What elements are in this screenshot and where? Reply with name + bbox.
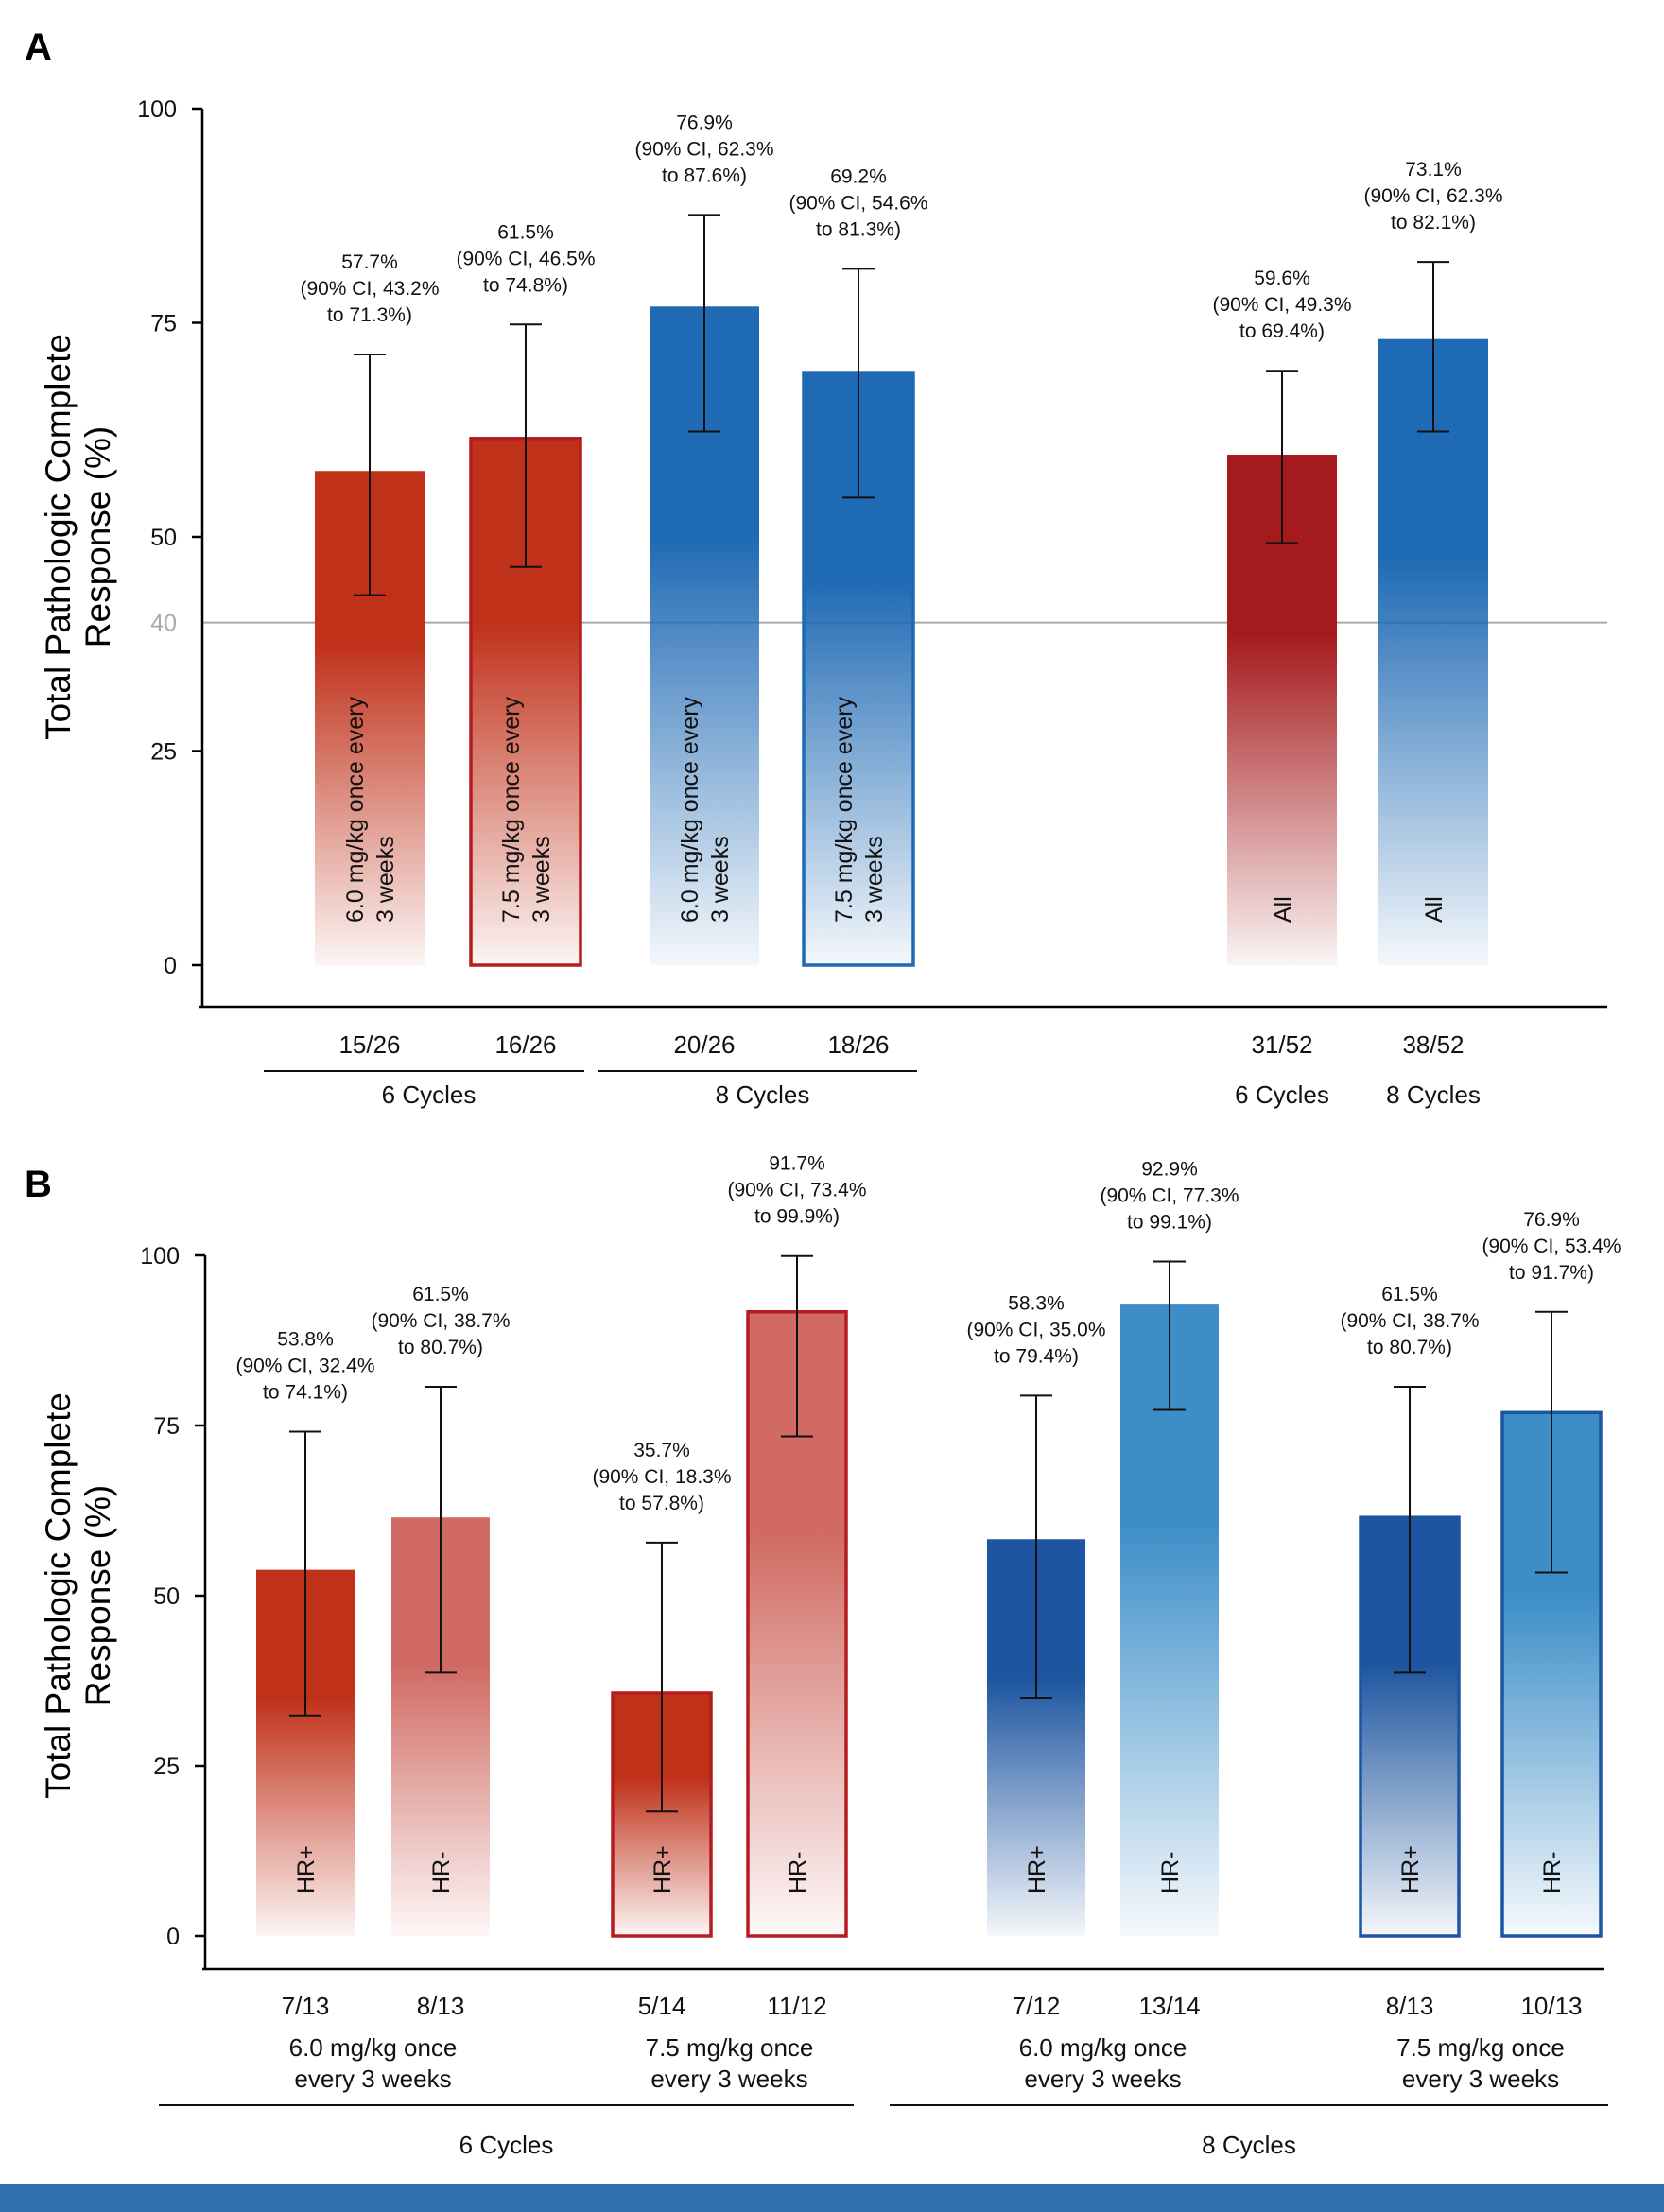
panel-b-y-tick-label: 50 xyxy=(153,1583,180,1610)
panel-a-count-label: 38/52 xyxy=(1402,1030,1464,1059)
panel-a-bar-inner-label: 6.0 mg/kg once every 3 weeks xyxy=(677,696,734,923)
panel-b-label: B xyxy=(25,1164,52,1205)
panel-a-y-tick-label: 50 xyxy=(150,525,177,551)
panel-a-count-label: 31/52 xyxy=(1251,1030,1312,1059)
panel-a-data-label: 73.1% (90% CI, 62.3% to 82.1%) xyxy=(1363,159,1502,233)
panel-a-data-label: 57.7% (90% CI, 43.2% to 71.3%) xyxy=(300,251,439,326)
panel-a-y-tick-label: 75 xyxy=(150,311,177,337)
panel-b-data-label: 58.3% (90% CI, 35.0% to 79.4%) xyxy=(966,1292,1105,1367)
panel-b-data-label: 61.5% (90% CI, 38.7% to 80.7%) xyxy=(371,1284,510,1358)
panel-b-data-label: 76.9% (90% CI, 53.4% to 91.7%) xyxy=(1482,1209,1621,1284)
panel-b-cycle-group-label: 8 Cycles xyxy=(1202,2131,1296,2159)
panel-b-dose-group-label: 7.5 mg/kg once every 3 weeks xyxy=(646,2033,814,2093)
panel-a-group-label: 8 Cycles xyxy=(1386,1080,1481,1109)
panel-a-bar-inner-label: All xyxy=(1421,896,1447,923)
panel-a-count-label: 16/26 xyxy=(494,1030,556,1059)
panel-a-data-label: 69.2% (90% CI, 54.6% to 81.3%) xyxy=(789,165,927,240)
panel-b-bar-inner-label: HR- xyxy=(1157,1852,1184,1893)
panel-b-cycle-group-label: 6 Cycles xyxy=(459,2131,554,2159)
panel-b-bar-inner-label: HR- xyxy=(1539,1852,1566,1893)
panel-a-bar-inner-label: 7.5 mg/kg once every 3 weeks xyxy=(498,696,555,923)
panel-a-bar xyxy=(1378,338,1488,965)
panel-a-group-label: 6 Cycles xyxy=(382,1080,477,1109)
panel-b-data-label: 53.8% (90% CI, 32.4% to 74.1%) xyxy=(235,1328,374,1403)
panel-b-data-label: 91.7% (90% CI, 73.4% to 99.9%) xyxy=(727,1153,866,1228)
panel-a-y-tick-label: 100 xyxy=(137,96,177,123)
panel-a-label: A xyxy=(25,26,52,68)
panel-b-data-label: 92.9% (90% CI, 77.3% to 99.1%) xyxy=(1100,1158,1239,1233)
panel-a-reference-label: 40 xyxy=(150,611,177,637)
panel-b-bar-inner-label: HR+ xyxy=(1024,1845,1050,1893)
panel-b-data-label: 61.5% (90% CI, 38.7% to 80.7%) xyxy=(1340,1284,1479,1358)
panel-b-count-label: 11/12 xyxy=(767,1992,826,2020)
panel-a-count-label: 15/26 xyxy=(338,1030,400,1059)
panel-b-count-label: 8/13 xyxy=(417,1992,465,2020)
panel-b-count-label: 10/13 xyxy=(1520,1992,1582,2020)
panel-b-y-axis-title: Total Pathologic CompleteResponse (%) xyxy=(39,1392,117,1799)
panel-b-count-label: 8/13 xyxy=(1386,1992,1434,2020)
panel-b-bar-inner-label: HR- xyxy=(785,1852,811,1893)
footer-band xyxy=(0,2184,1664,2212)
panel-b-y-tick-label: 25 xyxy=(153,1754,180,1780)
panel-a-y-tick-label: 25 xyxy=(150,739,177,766)
panel-a-bar-inner-label: 7.5 mg/kg once every 3 weeks xyxy=(831,696,888,923)
panel-b-bar-inner-label: HR+ xyxy=(293,1845,320,1893)
panel-b-bar-inner-label: HR+ xyxy=(1397,1845,1424,1893)
panel-a-y-tick-label: 0 xyxy=(164,953,177,979)
panel-a-count-label: 20/26 xyxy=(673,1030,735,1059)
panel-b-count-label: 13/14 xyxy=(1138,1992,1200,2020)
panel-a-group-label: 6 Cycles xyxy=(1235,1080,1329,1109)
panel-b-dose-group-label: 6.0 mg/kg once every 3 weeks xyxy=(289,2033,458,2093)
panel-b-y-tick-label: 75 xyxy=(153,1413,180,1440)
panel-b-data-label: 35.7% (90% CI, 18.3% to 57.8%) xyxy=(592,1440,731,1514)
panel-b-count-label: 7/12 xyxy=(1013,1992,1061,2020)
panel-b-count-label: 7/13 xyxy=(282,1992,330,2020)
panel-b-chart: Total Pathologic CompleteResponse (%) 0 25… xyxy=(39,1153,1621,2159)
panel-a-group-label: 8 Cycles xyxy=(716,1080,810,1109)
panel-b-dose-group-label: 7.5 mg/kg once every 3 weeks xyxy=(1396,2033,1565,2093)
panel-b-bar-inner-label: HR- xyxy=(428,1852,455,1893)
panel-b-dose-group-label: 6.0 mg/kg once every 3 weeks xyxy=(1019,2033,1187,2093)
panel-b-y-tick-label: 0 xyxy=(166,1924,180,1950)
panel-a-bar-inner-label: 6.0 mg/kg once every 3 weeks xyxy=(342,696,399,923)
panel-a-chart: Total Pathologic CompleteResponse (%) 40 0… xyxy=(39,96,1607,1109)
panel-b-count-label: 5/14 xyxy=(638,1992,686,2020)
panel-a-data-label: 59.6% (90% CI, 49.3% to 69.4%) xyxy=(1212,268,1351,342)
panel-b-bar-inner-label: HR+ xyxy=(650,1845,676,1893)
panel-a-bar-inner-label: All xyxy=(1270,896,1296,923)
panel-a-data-label: 76.9% (90% CI, 62.3% to 87.6%) xyxy=(634,112,773,186)
panel-a-data-label: 61.5% (90% CI, 46.5% to 74.8%) xyxy=(456,221,595,296)
panel-a-y-axis-title: Total Pathologic CompleteResponse (%) xyxy=(39,334,117,740)
panel-b-y-tick-label: 100 xyxy=(140,1243,180,1270)
panel-a-count-label: 18/26 xyxy=(827,1030,889,1059)
